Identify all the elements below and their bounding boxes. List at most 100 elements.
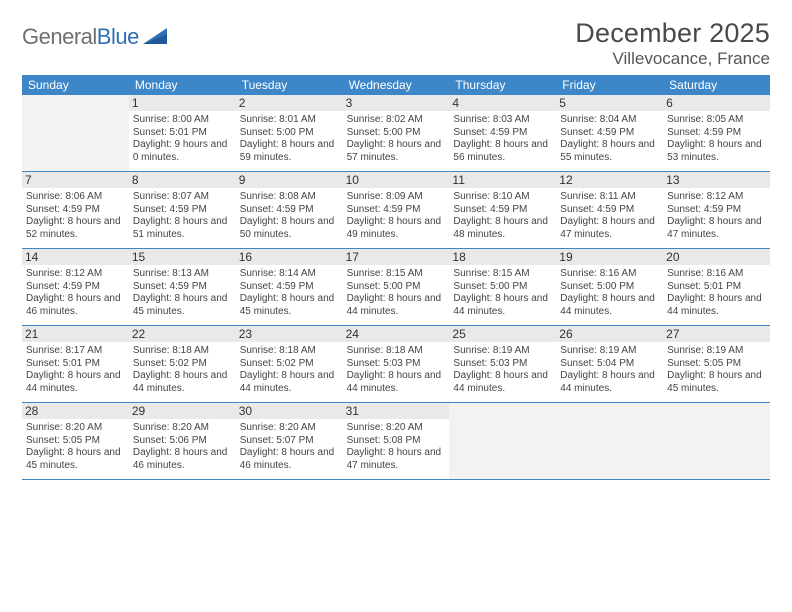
calendar-cell: 20 Sunrise: 8:16 AMSunset: 5:01 PMDayligh… [663, 249, 770, 325]
day-details: Sunrise: 8:12 AMSunset: 4:59 PMDaylight:… [26, 268, 125, 318]
calendar-cell: 9 Sunrise: 8:08 AMSunset: 4:59 PMDaylight… [236, 172, 343, 248]
day-details: Sunrise: 8:05 AMSunset: 4:59 PMDaylight:… [667, 114, 766, 164]
day-details: Sunrise: 8:11 AMSunset: 4:59 PMDaylight:… [560, 191, 659, 241]
weekday-header: Sunday [22, 78, 129, 92]
calendar-cell: 2 Sunrise: 8:01 AMSunset: 5:00 PMDaylight… [236, 95, 343, 171]
day-number: 30 [236, 403, 343, 419]
day-number: 8 [129, 172, 236, 188]
calendar-cell-blank [449, 403, 556, 479]
title-block: December 2025 Villevocance, France [575, 18, 770, 69]
day-number: 2 [236, 95, 343, 111]
calendar-cell: 10 Sunrise: 8:09 AMSunset: 4:59 PMDayligh… [343, 172, 450, 248]
day-number: 31 [343, 403, 450, 419]
calendar-cell-blank [22, 95, 129, 171]
calendar-cell: 4Sunrise: 8:03 AMSunset: 4:59 PMDaylight… [449, 95, 556, 171]
calendar-cell: 22Sunrise: 8:18 AMSunset: 5:02 PMDayligh… [129, 326, 236, 402]
calendar-cell: 31 Sunrise: 8:20 AMSunset: 5:08 PMDayligh… [343, 403, 450, 479]
day-details: Sunrise: 8:10 AMSunset: 4:59 PMDaylight:… [453, 191, 552, 241]
day-details: Sunrise: 8:20 AMSunset: 5:08 PMDaylight:… [347, 422, 446, 472]
day-number: 20 [663, 249, 770, 265]
day-number: 18 [449, 249, 556, 265]
calendar-cell: 24 Sunrise: 8:18 AMSunset: 5:03 PMDayligh… [343, 326, 450, 402]
day-details: Sunrise: 8:19 AMSunset: 5:03 PMDaylight:… [453, 345, 552, 395]
day-details: Sunrise: 8:15 AMSunset: 5:00 PMDaylight:… [347, 268, 446, 318]
day-details: Sunrise: 8:08 AMSunset: 4:59 PMDaylight:… [240, 191, 339, 241]
day-number: 14 [22, 249, 129, 265]
week-row: 14 Sunrise: 8:12 AMSunset: 4:59 PMDayligh… [22, 249, 770, 326]
week-row: 21Sunrise: 8:17 AMSunset: 5:01 PMDayligh… [22, 326, 770, 403]
day-details: Sunrise: 8:13 AMSunset: 4:59 PMDaylight:… [133, 268, 232, 318]
day-number: 12 [556, 172, 663, 188]
day-details: Sunrise: 8:16 AMSunset: 5:01 PMDaylight:… [667, 268, 766, 318]
weekday-header: Thursday [449, 78, 556, 92]
calendar-cell: 21Sunrise: 8:17 AMSunset: 5:01 PMDayligh… [22, 326, 129, 402]
day-number: 6 [663, 95, 770, 111]
day-details: Sunrise: 8:09 AMSunset: 4:59 PMDaylight:… [347, 191, 446, 241]
calendar-cell: 16 Sunrise: 8:14 AMSunset: 4:59 PMDayligh… [236, 249, 343, 325]
calendar-cell: 7Sunrise: 8:06 AMSunset: 4:59 PMDaylight… [22, 172, 129, 248]
day-number: 7 [22, 172, 129, 188]
day-details: Sunrise: 8:19 AMSunset: 5:05 PMDaylight:… [667, 345, 766, 395]
day-details: Sunrise: 8:14 AMSunset: 4:59 PMDaylight:… [240, 268, 339, 318]
day-details: Sunrise: 8:01 AMSunset: 5:00 PMDaylight:… [240, 114, 339, 164]
calendar-cell: 25 Sunrise: 8:19 AMSunset: 5:03 PMDayligh… [449, 326, 556, 402]
calendar-cell: 14 Sunrise: 8:12 AMSunset: 4:59 PMDayligh… [22, 249, 129, 325]
calendar-cell: 27 Sunrise: 8:19 AMSunset: 5:05 PMDayligh… [663, 326, 770, 402]
calendar: Sunday Monday Tuesday Wednesday Thursday… [22, 75, 770, 480]
day-number: 29 [129, 403, 236, 419]
weekday-header: Monday [129, 78, 236, 92]
calendar-cell: 13 Sunrise: 8:12 AMSunset: 4:59 PMDayligh… [663, 172, 770, 248]
logo-triangle-icon [143, 28, 171, 46]
calendar-cell: 29 Sunrise: 8:20 AMSunset: 5:06 PMDayligh… [129, 403, 236, 479]
weekday-header-row: Sunday Monday Tuesday Wednesday Thursday… [22, 75, 770, 95]
calendar-cell: 6 Sunrise: 8:05 AMSunset: 4:59 PMDaylight… [663, 95, 770, 171]
day-details: Sunrise: 8:18 AMSunset: 5:02 PMDaylight:… [240, 345, 339, 395]
calendar-cell-blank [663, 403, 770, 479]
day-details: Sunrise: 8:04 AMSunset: 4:59 PMDaylight:… [560, 114, 659, 164]
day-details: Sunrise: 8:20 AMSunset: 5:06 PMDaylight:… [133, 422, 232, 472]
week-row: 28 Sunrise: 8:20 AMSunset: 5:05 PMDayligh… [22, 403, 770, 480]
calendar-cell: 19Sunrise: 8:16 AMSunset: 5:00 PMDayligh… [556, 249, 663, 325]
day-number: 16 [236, 249, 343, 265]
calendar-cell: 12 Sunrise: 8:11 AMSunset: 4:59 PMDayligh… [556, 172, 663, 248]
day-number: 28 [22, 403, 129, 419]
day-number: 5 [556, 95, 663, 111]
day-details: Sunrise: 8:12 AMSunset: 4:59 PMDaylight:… [667, 191, 766, 241]
day-number: 15 [129, 249, 236, 265]
weekday-header: Tuesday [236, 78, 343, 92]
day-details: Sunrise: 8:18 AMSunset: 5:03 PMDaylight:… [347, 345, 446, 395]
day-details: Sunrise: 8:07 AMSunset: 4:59 PMDaylight:… [133, 191, 232, 241]
day-number: 19 [556, 249, 663, 265]
day-details: Sunrise: 8:20 AMSunset: 5:05 PMDaylight:… [26, 422, 125, 472]
week-row: 1Sunrise: 8:00 AMSunset: 5:01 PMDaylight… [22, 95, 770, 172]
calendar-page: GeneralBlue December 2025 Villevocance, … [0, 0, 792, 480]
weekday-header: Wednesday [343, 78, 450, 92]
calendar-cell: 26Sunrise: 8:19 AMSunset: 5:04 PMDayligh… [556, 326, 663, 402]
title-location: Villevocance, France [575, 49, 770, 69]
calendar-cell: 5 Sunrise: 8:04 AMSunset: 4:59 PMDaylight… [556, 95, 663, 171]
day-details: Sunrise: 8:00 AMSunset: 5:01 PMDaylight:… [133, 114, 232, 164]
day-number: 23 [236, 326, 343, 342]
calendar-cell: 30Sunrise: 8:20 AMSunset: 5:07 PMDayligh… [236, 403, 343, 479]
day-number: 10 [343, 172, 450, 188]
title-month: December 2025 [575, 18, 770, 49]
weeks-container: 1Sunrise: 8:00 AMSunset: 5:01 PMDaylight… [22, 95, 770, 480]
logo-text-blue: Blue [97, 24, 139, 50]
day-number: 25 [449, 326, 556, 342]
calendar-cell: 3Sunrise: 8:02 AMSunset: 5:00 PMDaylight… [343, 95, 450, 171]
day-number: 13 [663, 172, 770, 188]
day-number: 27 [663, 326, 770, 342]
calendar-cell: 8 Sunrise: 8:07 AMSunset: 4:59 PMDaylight… [129, 172, 236, 248]
day-number: 22 [129, 326, 236, 342]
day-number: 3 [343, 95, 450, 111]
week-row: 7Sunrise: 8:06 AMSunset: 4:59 PMDaylight… [22, 172, 770, 249]
weekday-header: Friday [556, 78, 663, 92]
calendar-cell-blank [556, 403, 663, 479]
day-details: Sunrise: 8:15 AMSunset: 5:00 PMDaylight:… [453, 268, 552, 318]
day-number: 21 [22, 326, 129, 342]
day-number: 9 [236, 172, 343, 188]
day-number: 24 [343, 326, 450, 342]
day-number: 11 [449, 172, 556, 188]
calendar-cell: 23 Sunrise: 8:18 AMSunset: 5:02 PMDayligh… [236, 326, 343, 402]
logo: GeneralBlue [22, 24, 171, 50]
